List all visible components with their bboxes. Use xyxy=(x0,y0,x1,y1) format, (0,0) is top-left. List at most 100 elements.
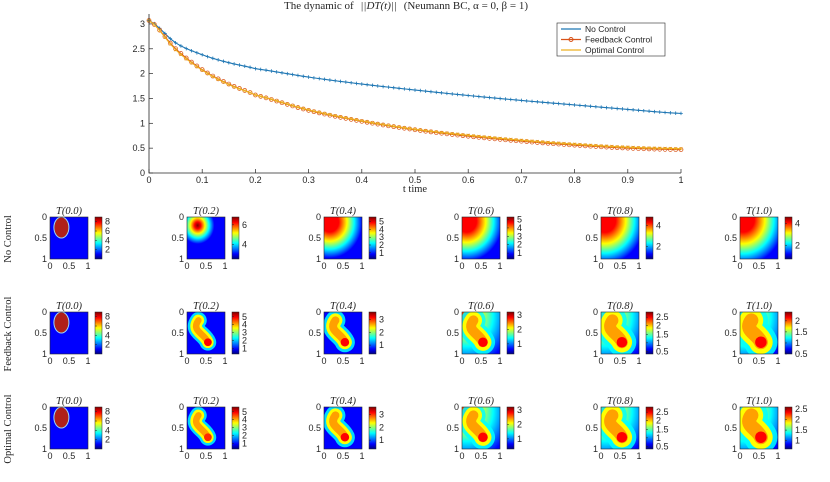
heatmap-field xyxy=(740,407,778,449)
heatmap-y-tick-label: 1 xyxy=(179,444,184,454)
colorbar-tick-label: 1 xyxy=(656,433,661,443)
heatmap-y-tick-label: 0 xyxy=(179,212,184,222)
colorbar xyxy=(507,407,514,449)
colorbar-tick-label: 4 xyxy=(795,219,800,229)
row-label-optimal-control: Optimal Control xyxy=(3,394,14,463)
heatmap-field xyxy=(187,407,225,449)
heatmap-x-tick-label: 0.5 xyxy=(753,261,766,271)
heatmap-x-tick-label: 1 xyxy=(775,261,780,271)
heatmap-y-tick-label: 0.5 xyxy=(585,328,598,338)
heatmap-x-tick-label: 0.5 xyxy=(63,261,76,271)
chart-title: The dynamic of ||DT(t)|| (Neumann BC, α … xyxy=(284,0,528,12)
heatmap-x-tick-label: 0 xyxy=(459,356,464,366)
colorbar xyxy=(646,312,653,354)
colorbar-tick-label: 5 xyxy=(242,407,247,417)
heat-core xyxy=(617,337,628,348)
heatmap-title: T(1.0) xyxy=(746,396,772,407)
heatmap-title: T(0.6) xyxy=(468,396,494,407)
heatmap-x-tick-label: 1 xyxy=(222,451,227,461)
heatmap-field xyxy=(740,217,778,259)
heatmap-x-tick-label: 0.5 xyxy=(614,261,627,271)
heatmap-field xyxy=(740,312,778,354)
colorbar-tick-label: 1 xyxy=(517,339,522,349)
colorbar-tick-label: 2 xyxy=(105,435,110,445)
colorbar-tick-label: 0.5 xyxy=(656,346,669,356)
heatmap-field xyxy=(187,312,225,354)
chart-title-suffix: (Neumann BC, α = 0, β = 1) xyxy=(404,0,529,12)
heat-core xyxy=(755,336,767,348)
heat-source xyxy=(54,312,69,333)
heat-core xyxy=(478,432,488,442)
colorbar-tick-label: 5 xyxy=(379,217,384,227)
heatmap-y-tick-label: 0 xyxy=(593,307,598,317)
heatmap-y-tick-label: 0 xyxy=(42,307,47,317)
heatmap-no-control-3: T(0.6)0 0.5 100.5112345 xyxy=(446,206,522,271)
heatmap-x-tick-label: 0.5 xyxy=(200,356,213,366)
heatmap-x-tick-label: 1 xyxy=(85,356,90,366)
heat-core xyxy=(617,432,628,443)
heatmap-y-tick-label: 0 xyxy=(454,307,459,317)
colorbar-tick-label: 2 xyxy=(795,415,800,425)
heat-source xyxy=(54,217,69,238)
heatmap-x-tick-label: 0 xyxy=(47,451,52,461)
colorbar-tick-label: 1 xyxy=(379,435,384,445)
heatmap-title: T(0.8) xyxy=(607,301,633,312)
heatmap-x-tick-label: 0.5 xyxy=(614,451,627,461)
heatmap-y-tick-label: 0 xyxy=(179,402,184,412)
heatmap-no-control-2: T(0.4)0 0.5 100.5112345 xyxy=(308,206,384,271)
heat-source xyxy=(54,407,69,428)
x-tick-label: 0.4 xyxy=(356,175,369,185)
colorbar-tick-label: 0.5 xyxy=(795,349,808,359)
heatmap-feedback-control-2: T(0.4)0 0.5 100.51123 xyxy=(308,301,384,366)
colorbar-tick-label: 1.5 xyxy=(795,327,808,337)
heatmap-y-tick-label: 1 xyxy=(732,254,737,264)
heatmap-x-tick-label: 0.5 xyxy=(753,356,766,366)
colorbar-tick-label: 1.5 xyxy=(656,424,669,434)
colorbar-tick-label: 4 xyxy=(656,220,661,230)
colorbar-tick-label: 2 xyxy=(795,241,800,251)
heatmap-y-tick-label: 0.5 xyxy=(308,233,321,243)
heatmap-feedback-control-4: T(0.8)0 0.5 100.51 0.511.522.5 xyxy=(585,301,668,366)
heatmap-field xyxy=(324,312,362,354)
colorbar xyxy=(95,312,102,354)
colorbar-tick-label: 1 xyxy=(517,434,522,444)
heatmap-y-tick-label: 1 xyxy=(593,254,598,264)
heatmap-y-tick-label: 0 xyxy=(42,402,47,412)
heatmap-field xyxy=(50,217,88,259)
colorbar-tick-label: 2 xyxy=(517,419,522,429)
heatmap-field xyxy=(462,407,500,449)
colorbar-tick-label: 8 xyxy=(105,407,110,417)
heatmap-title: T(0.4) xyxy=(330,301,356,312)
heatmap-feedback-control-1: T(0.2)0 0.5 100.5112345 xyxy=(171,301,247,366)
heatmap-x-tick-label: 0.5 xyxy=(475,451,488,461)
heatmap-x-tick-label: 0 xyxy=(184,356,189,366)
colorbar-tick-label: 2 xyxy=(379,422,384,432)
chart-title-prefix: The dynamic of xyxy=(284,0,354,12)
heatmap-no-control-1: T(0.2)0 0.5 100.5146 xyxy=(171,206,247,271)
y-tick-label: 0.5 xyxy=(132,143,145,153)
heatmap-x-tick-label: 1 xyxy=(222,261,227,271)
heatmap-background xyxy=(740,217,778,259)
heatmap-y-tick-label: 1 xyxy=(316,254,321,264)
heatmap-x-tick-label: 0 xyxy=(321,261,326,271)
heatmap-optimal-control-2: T(0.4)0 0.5 100.51123 xyxy=(308,396,384,461)
colorbar-tick-label: 2 xyxy=(656,241,661,251)
colorbar-tick-label: 3 xyxy=(379,410,384,420)
heatmap-background xyxy=(187,217,225,259)
colorbar-tick-label: 6 xyxy=(242,220,247,230)
heatmap-title: T(0.4) xyxy=(330,206,356,217)
heatmap-x-tick-label: 1 xyxy=(359,451,364,461)
heatmap-x-tick-label: 0 xyxy=(321,356,326,366)
heatmap-y-tick-label: 0.5 xyxy=(34,423,47,433)
heatmap-title: T(0.2) xyxy=(193,396,219,407)
heatmap-y-tick-label: 1 xyxy=(732,349,737,359)
heatmap-x-tick-label: 1 xyxy=(775,451,780,461)
heatmap-x-tick-label: 1 xyxy=(359,261,364,271)
colorbar-tick-label: 5 xyxy=(517,215,522,225)
y-tick-label: 3 xyxy=(140,19,145,29)
heatmap-x-tick-label: 0.5 xyxy=(753,451,766,461)
chart-title-norm: ||DT(t)|| xyxy=(360,0,397,12)
colorbar-tick-label: 2 xyxy=(656,321,661,331)
heatmap-x-tick-label: 1 xyxy=(222,356,227,366)
heat-core xyxy=(204,338,212,346)
